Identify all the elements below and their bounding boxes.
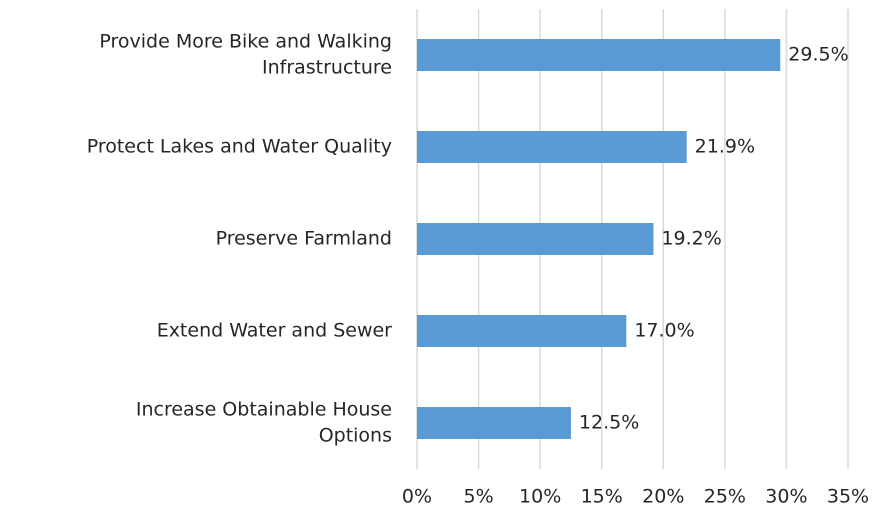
- value-label: 19.2%: [661, 228, 721, 250]
- x-tick-label: 10%: [519, 486, 561, 508]
- y-tick-label: Provide More Bike and Walking: [99, 31, 392, 53]
- value-label: 21.9%: [695, 136, 755, 158]
- y-tick-label: Protect Lakes and Water Quality: [87, 136, 392, 158]
- value-label: 17.0%: [634, 320, 694, 342]
- y-tick-label: Options: [319, 425, 392, 447]
- x-tick-label: 0%: [402, 486, 432, 508]
- y-tick-label: Extend Water and Sewer: [157, 320, 392, 342]
- value-label: 29.5%: [788, 44, 848, 66]
- x-tick-label: 20%: [642, 486, 684, 508]
- x-tick-label: 35%: [827, 486, 869, 508]
- y-tick-label: Infrastructure: [262, 57, 392, 79]
- bar: [417, 315, 627, 347]
- x-tick-label: 25%: [704, 486, 746, 508]
- bar: [417, 407, 571, 439]
- bar: [417, 131, 687, 163]
- value-label: 12.5%: [579, 412, 639, 434]
- x-tick-label: 15%: [581, 486, 623, 508]
- bar: [417, 223, 654, 255]
- x-tick-label: 30%: [765, 486, 807, 508]
- y-tick-label: Increase Obtainable House: [136, 399, 392, 421]
- bar: [417, 39, 781, 71]
- y-tick-label: Preserve Farmland: [216, 228, 392, 250]
- x-tick-label: 5%: [463, 486, 493, 508]
